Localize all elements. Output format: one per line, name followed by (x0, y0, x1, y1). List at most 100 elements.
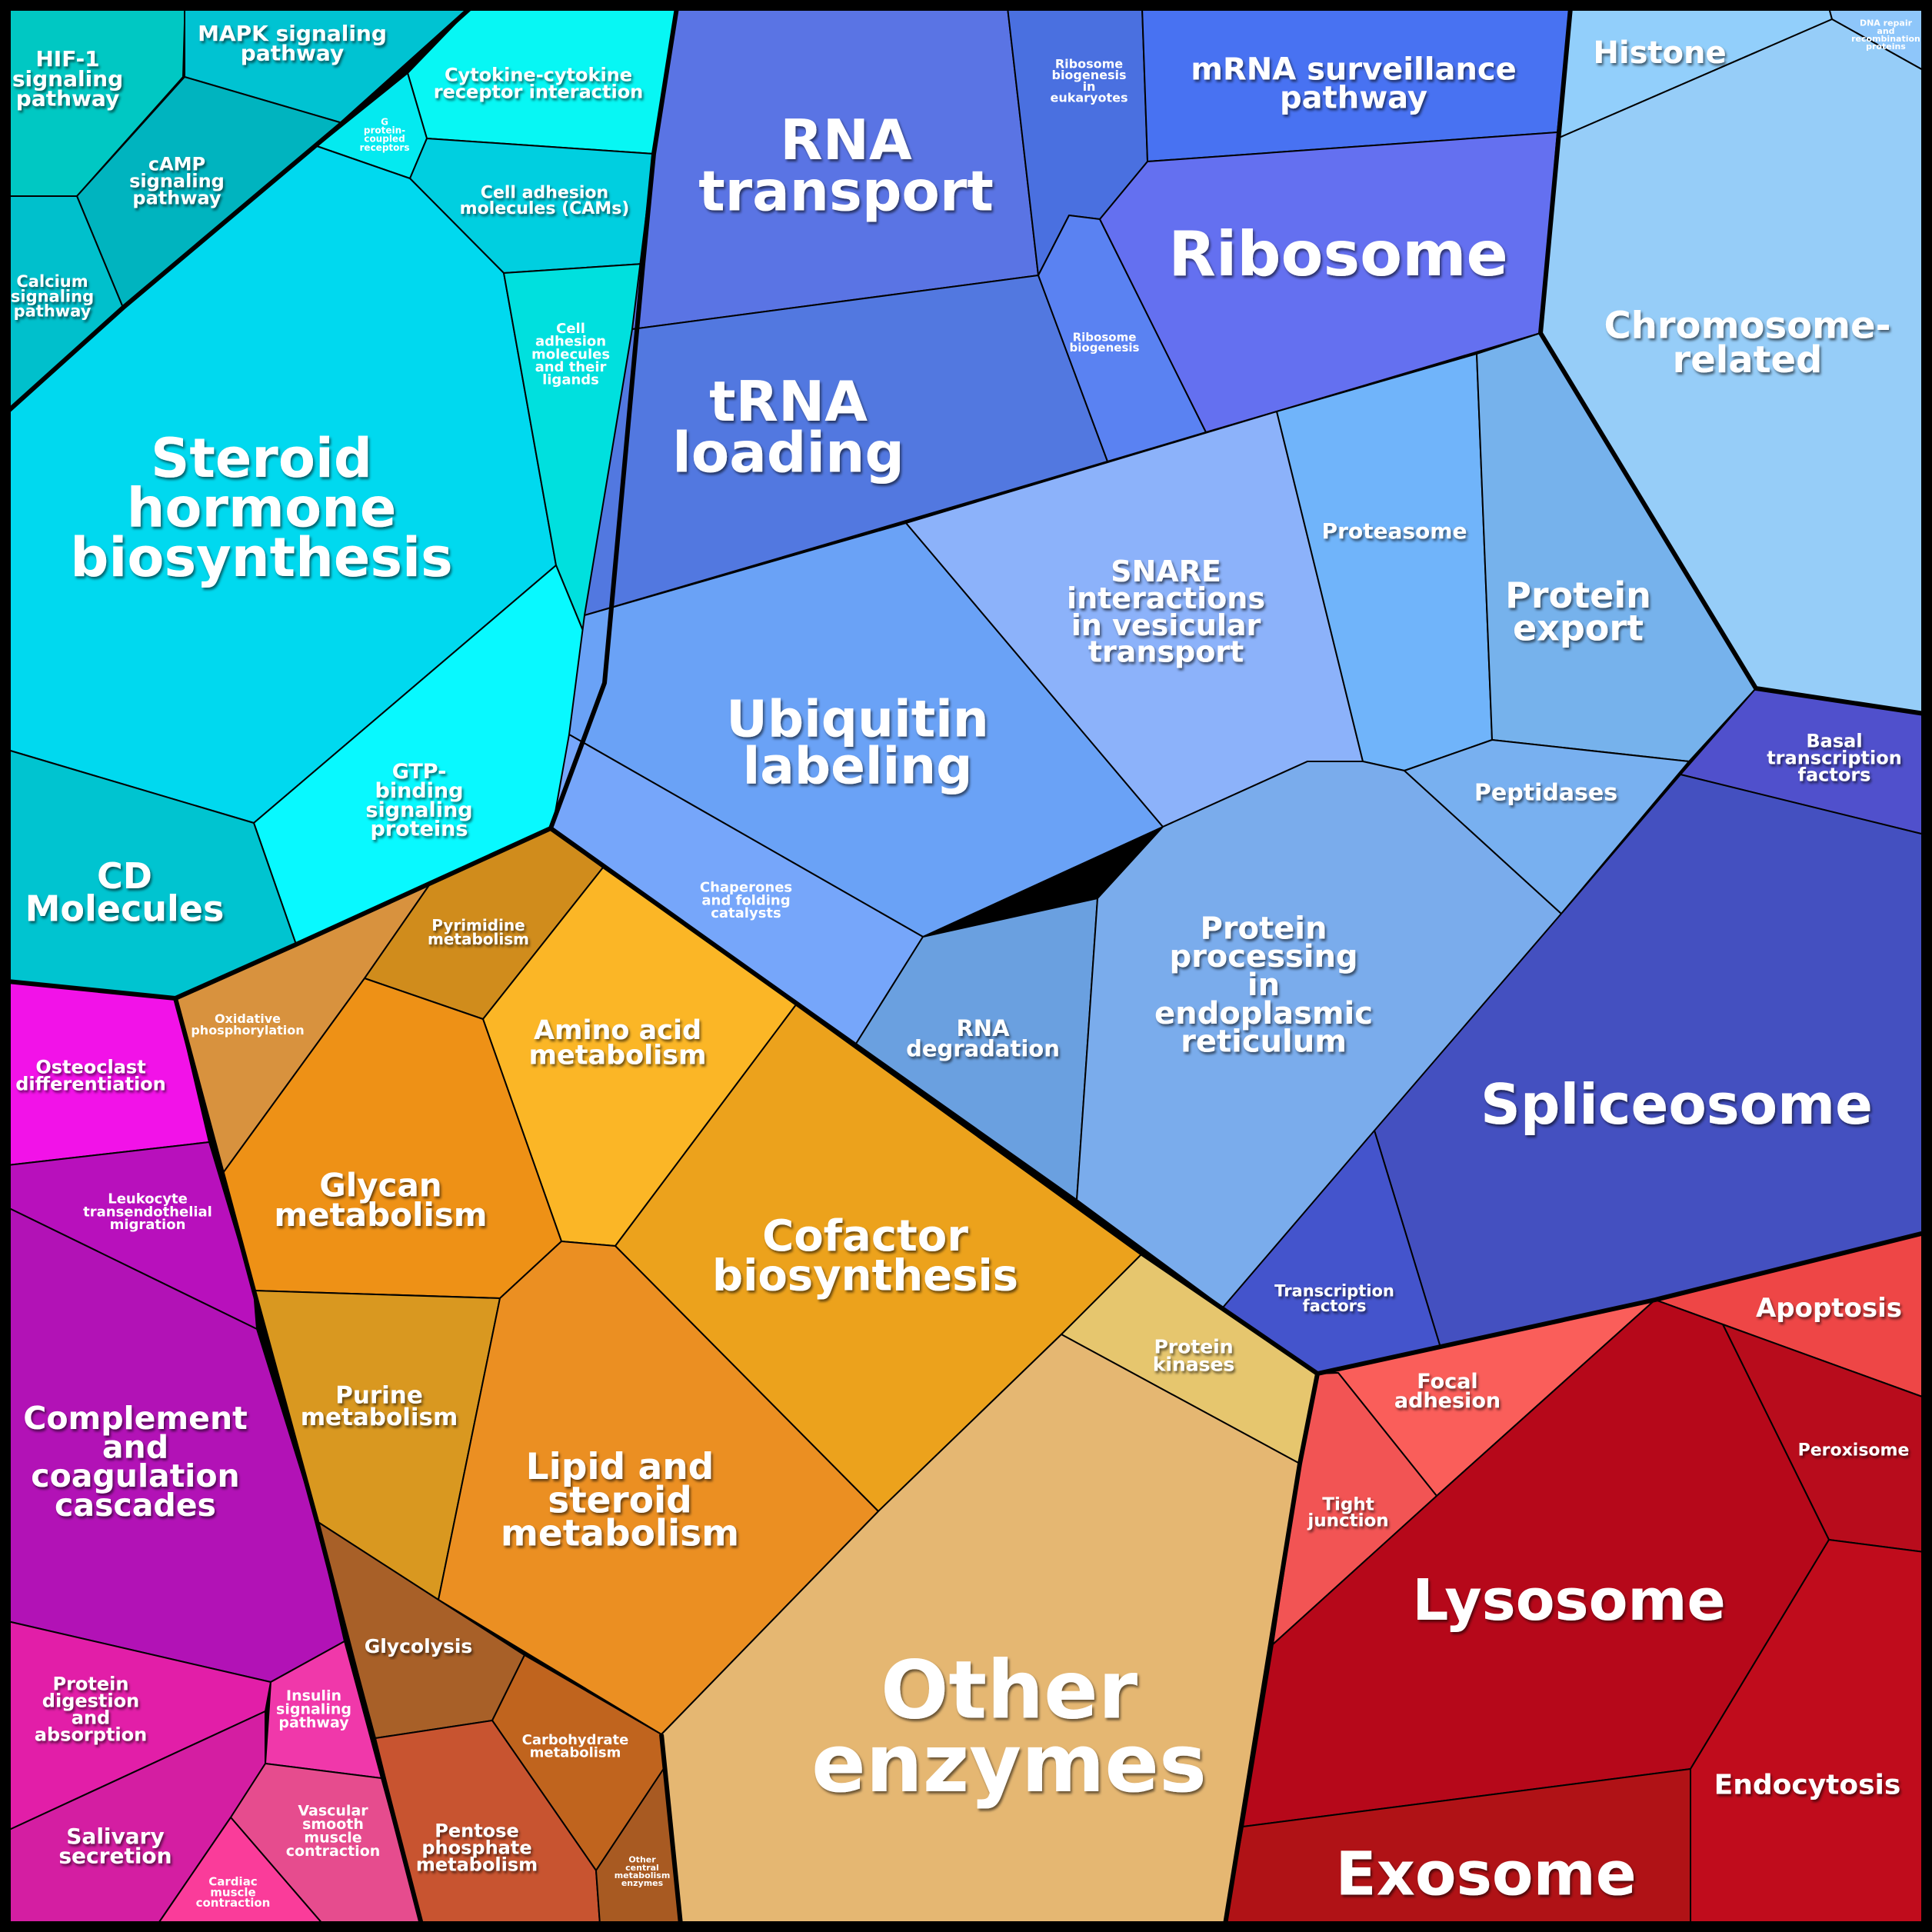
group-border-6 (1538, 7, 1925, 716)
label-line: catalysts (711, 905, 781, 921)
label-line: Purine (335, 1382, 423, 1410)
label-line: enzymes (621, 1878, 664, 1888)
label-line: proteins (371, 818, 468, 841)
label-purine: Purine metabolism (301, 1382, 458, 1432)
label-line: migration (110, 1217, 186, 1233)
label-snare: SNARE interactions in vesicular transport (1067, 555, 1265, 669)
label-peptidases: Peptidases (1474, 780, 1617, 807)
label-line: Peroxisome (1798, 1441, 1910, 1461)
label-line: Cytokine-cytokine (445, 64, 632, 85)
label-line: ligands (542, 371, 599, 388)
label-line: Cofactor (762, 1211, 968, 1261)
label-line: contraction (286, 1843, 381, 1860)
label-line: Complement (23, 1400, 248, 1437)
label-line: RNA (956, 1015, 1010, 1041)
label-proteasome: Proteasome (1322, 518, 1467, 544)
cell-proteinexport[interactable] (1476, 332, 1757, 762)
label-line: export (1513, 607, 1644, 648)
label-spliceosome: Spliceosome (1481, 1072, 1873, 1137)
cell-peptidases[interactable] (1404, 739, 1690, 914)
label-line: digestion (42, 1690, 139, 1711)
cell-ubiquitin[interactable] (568, 522, 1164, 938)
label-line: SNARE (1111, 555, 1221, 588)
label-line: Protein (53, 1673, 129, 1694)
label-line: muscle (210, 1885, 255, 1899)
label-line: Molecules (25, 888, 225, 929)
label-line: in (1083, 79, 1096, 94)
label-line: GTP- (392, 760, 447, 784)
label-line: enzymes (811, 1717, 1207, 1810)
label-line: absorption (35, 1724, 147, 1746)
label-line: pathway (1280, 80, 1427, 115)
label-line: Osteoclast (35, 1056, 145, 1078)
label-line: metabolism (530, 1745, 621, 1761)
label-line: MAPK signaling (198, 21, 387, 46)
label-line: biosynthesis (712, 1251, 1018, 1301)
label-line: Histone (1593, 35, 1726, 71)
label-line: mRNA surveillance (1191, 52, 1517, 88)
label-line: tRNA (709, 369, 868, 434)
label-oxphos: Oxidative phosphorylation (191, 1011, 304, 1038)
label-line: degradation (906, 1035, 1060, 1061)
label-line: interactions (1067, 581, 1265, 615)
label-cytokine: Cytokine-cytokine receptor interaction (434, 64, 644, 102)
label-salivary: Salivary secretion (58, 1824, 172, 1869)
label-line: metabolism (301, 1404, 458, 1431)
label-osteoclast: Osteoclast differentiation (15, 1056, 166, 1094)
label-line: Lipid and (526, 1446, 715, 1488)
label-complement: Complement and coagulation cascades (23, 1400, 248, 1524)
label-protproc: Protein processing in endoplasmic reticulum (1154, 911, 1373, 1059)
label-vascular: Vascular smooth muscle contraction (286, 1802, 381, 1859)
label-line: phosphorylation (191, 1023, 304, 1038)
label-line: Insulin (286, 1687, 341, 1704)
label-proteinkinases: Protein kinases (1153, 1335, 1235, 1375)
label-line: Amino acid (534, 1015, 701, 1046)
label-line: binding (375, 779, 464, 803)
label-line: muscle (304, 1829, 361, 1846)
label-line: labeling (743, 736, 973, 795)
label-line: Pentose (435, 1820, 518, 1841)
label-line: Spliceosome (1481, 1072, 1873, 1137)
label-dnarepair: DNA repair and recombination proteins (1851, 18, 1920, 52)
label-line: Leukocyte (108, 1191, 188, 1208)
label-line: junction (1307, 1511, 1388, 1531)
label-line: Steroid (151, 427, 372, 490)
label-line: Apoptosis (1756, 1293, 1902, 1324)
label-line: Focal (1417, 1370, 1477, 1394)
label-leukocyte: Leukocyte transendothelial migration (83, 1191, 212, 1233)
label-line: Cell adhesion (481, 184, 608, 203)
label-cardiac: Cardiac muscle contraction (196, 1874, 271, 1910)
label-line: Tight (1322, 1494, 1374, 1514)
label-line: pathway (278, 1714, 349, 1731)
label-exosome: Exosome (1335, 1840, 1636, 1909)
label-line: in vesicular (1071, 608, 1261, 642)
label-line: Glycan (319, 1166, 441, 1204)
label-line: molecules (531, 346, 610, 362)
label-aminoacid: Amino acid metabolism (529, 1015, 707, 1071)
label-line: Oxidative (215, 1011, 281, 1026)
label-carbo: Carbohydrate metabolism (522, 1732, 629, 1761)
label-proteinexport: Protein export (1505, 575, 1651, 648)
label-cofactor: Cofactor biosynthesis (712, 1211, 1018, 1301)
label-histone: Histone (1593, 35, 1726, 71)
label-line: endoplasmic (1154, 996, 1373, 1031)
label-line: in (1247, 968, 1280, 1003)
label-line: metabolism (529, 1040, 707, 1071)
label-lipid: Lipid and steroid metabolism (501, 1446, 739, 1554)
label-line: and their (535, 359, 607, 375)
label-steroid: Steroid hormone biosynthesis (70, 427, 452, 589)
label-hif1: HIF-1 signaling pathway (12, 46, 123, 112)
label-line: receptor interaction (434, 81, 644, 102)
label-line: Proteasome (1322, 518, 1467, 544)
label-glycolysis: Glycolysis (365, 1635, 473, 1657)
label-line: cascades (55, 1487, 216, 1524)
label-mapk: MAPK signaling pathway (198, 21, 387, 66)
label-line: HIF-1 (35, 46, 99, 72)
label-line: eukaryotes (1050, 91, 1128, 105)
label-mrna: mRNA surveillance pathway (1191, 52, 1517, 116)
label-line: transport (698, 158, 994, 223)
label-protdigest: Protein digestion and absorption (35, 1673, 147, 1745)
label-line: signaling (129, 170, 225, 192)
label-line: protein- (364, 125, 405, 136)
